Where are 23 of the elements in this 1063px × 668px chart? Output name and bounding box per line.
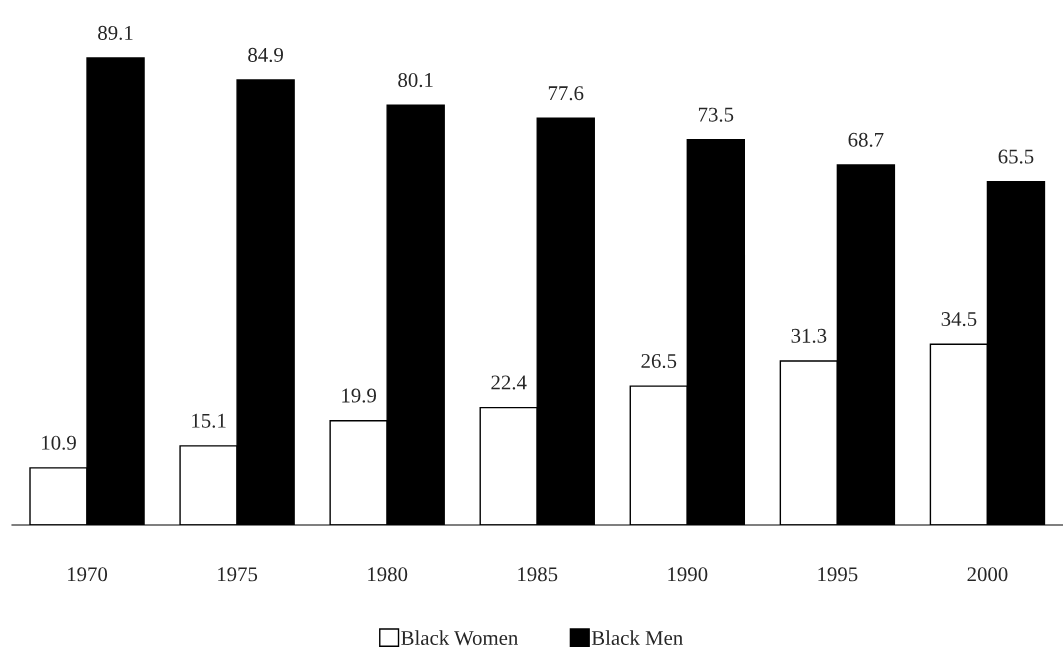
data-label: 31.3 — [791, 328, 827, 343]
data-label: 22.4 — [491, 375, 527, 390]
legend-label: Black Men — [591, 630, 683, 646]
data-label: 10.9 — [42, 435, 76, 450]
data-label: 34.5 — [941, 312, 977, 327]
data-label: 65.5 — [998, 149, 1034, 164]
x-tick-label: 1990 — [668, 567, 708, 582]
data-label: 26.5 — [641, 353, 677, 369]
legend-label: Black Women — [401, 630, 518, 646]
x-tick-label: 2000 — [967, 567, 1008, 582]
data-label: 68.7 — [848, 132, 884, 147]
x-tick-label: 1995 — [818, 567, 858, 582]
x-tick-label: 1975 — [218, 567, 258, 582]
data-label: 77.6 — [548, 86, 584, 101]
data-label: 80.1 — [398, 73, 433, 88]
x-tick-label: 1970 — [68, 567, 108, 582]
data-label: 89.1 — [98, 25, 133, 40]
data-label: 73.5 — [698, 107, 734, 122]
x-tick-label: 1980 — [368, 567, 408, 582]
data-label: 84.9 — [248, 47, 283, 62]
data-label: 19.9 — [342, 388, 377, 403]
x-tick-label: 1985 — [518, 567, 558, 582]
data-label: 15.1 — [192, 413, 226, 428]
